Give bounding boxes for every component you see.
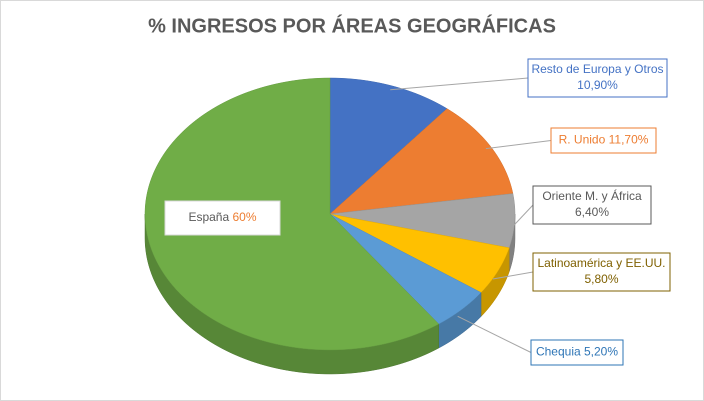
data-label-box — [550, 127, 657, 154]
data-label-value: 6,40% — [575, 205, 609, 219]
leader-line — [390, 77, 529, 91]
data-label-category: Resto de Europa y Otros — [531, 62, 663, 76]
data-label: R. Unido 11,70% — [559, 133, 649, 147]
data-label: España 60% — [188, 210, 256, 224]
pie-slice — [329, 193, 516, 249]
data-label-box — [530, 339, 624, 366]
data-label-category: España — [188, 210, 229, 224]
pie-slice — [144, 77, 440, 351]
data-label-value: 11,70% — [609, 133, 649, 147]
data-label-category: R. Unido — [559, 133, 606, 147]
data-label-box — [164, 200, 281, 236]
leader-line — [485, 140, 552, 150]
data-label-category: Latinoamérica y EE.UU. — [537, 256, 665, 270]
data-label: Chequia 5,20% — [536, 345, 618, 359]
pie-slice — [329, 77, 448, 215]
data-label-value: 10,90% — [577, 78, 618, 92]
data-label-value: 5,80% — [584, 272, 618, 286]
data-label-box — [532, 185, 652, 225]
pie-slice — [329, 213, 482, 325]
data-label-category: Chequia — [536, 345, 581, 359]
pie-slice — [329, 213, 510, 293]
data-label-box — [532, 252, 671, 292]
leader-line — [457, 315, 532, 353]
data-label-value: 5,20% — [584, 345, 618, 359]
leader-line — [492, 271, 534, 280]
leader-line — [508, 204, 534, 231]
pie-slice — [329, 108, 514, 215]
data-label-box — [527, 58, 668, 98]
data-label-value: 60% — [233, 210, 257, 224]
data-label-category: Oriente M. y África — [542, 188, 642, 203]
chart-title: % INGRESOS POR ÁREAS GEOGRÁFICAS — [148, 14, 556, 37]
